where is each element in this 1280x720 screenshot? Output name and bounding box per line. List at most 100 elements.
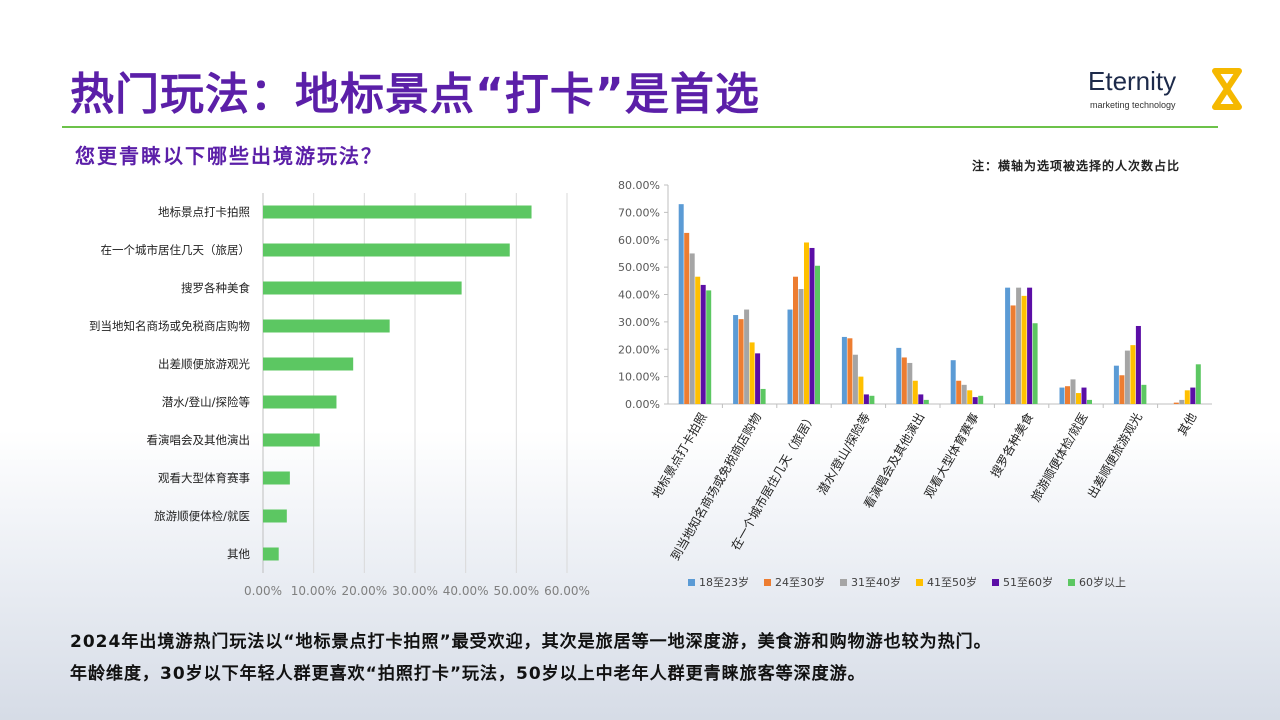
y-tick-label: 60.00%: [618, 234, 660, 247]
x-tick-label: 40.00%: [443, 584, 489, 598]
eternity-logo: Eternity marketing technology: [1088, 66, 1248, 114]
bar: [263, 509, 287, 523]
bar: [1005, 287, 1011, 404]
bar: [755, 353, 761, 404]
bar: [852, 354, 858, 404]
x-tick-label: 20.00%: [341, 584, 387, 598]
bar: [1113, 365, 1119, 404]
chart-note: 注：横轴为选项被选择的人次数占比: [972, 159, 1181, 173]
bar: [678, 204, 684, 404]
bar: [798, 289, 804, 404]
y-tick-label: 80.00%: [618, 179, 660, 192]
bar: [907, 362, 913, 404]
x-category-label: 观看大型体育赛事: [921, 410, 982, 501]
bar: [706, 290, 712, 404]
bar: [1124, 350, 1130, 404]
legend-label: 41至50岁: [927, 575, 977, 589]
legend-swatch: [840, 579, 847, 586]
bar: [263, 395, 337, 409]
survey-question: 您更青睐以下哪些出境游玩法？: [75, 144, 383, 168]
y-tick-label: 50.00%: [618, 261, 660, 274]
bar: [1027, 287, 1033, 404]
y-tick-label: 0.00%: [625, 398, 660, 411]
y-tick-label: 40.00%: [618, 289, 660, 302]
bar: [869, 395, 875, 404]
x-tick-label: 50.00%: [493, 584, 539, 598]
category-label: 到当地知名商场或免税商店购物: [89, 319, 250, 333]
bar: [847, 338, 853, 404]
bar: [787, 309, 793, 404]
background-mountains: [0, 430, 1280, 720]
bar: [1021, 295, 1027, 404]
category-label: 观看大型体育赛事: [158, 471, 250, 485]
x-category-label: 到当地知名商场或免税商店购物: [667, 410, 764, 563]
page-title: 热门玩法：地标景点“打卡”是首选: [70, 69, 760, 120]
bar: [733, 315, 739, 404]
bar: [263, 205, 532, 219]
category-label: 其他: [227, 547, 250, 561]
bar: [972, 397, 978, 404]
bar: [1087, 399, 1092, 404]
bar: [263, 471, 290, 485]
bar: [967, 390, 973, 404]
bar: [1135, 325, 1141, 404]
bar: [1010, 305, 1016, 404]
bar: [896, 347, 902, 404]
bar: [1190, 387, 1196, 404]
logo-tagline: marketing technology: [1090, 100, 1176, 110]
legend-swatch: [916, 579, 923, 586]
bar: [1076, 393, 1081, 404]
overall-bar-chart: 0.00% 10.00% 20.00% 30.00% 40.00% 50.00% 60.00…: [89, 193, 590, 598]
y-tick-label: 30.00%: [618, 316, 660, 329]
x-category-label: 搜罗各种美食: [987, 410, 1036, 480]
bar: [961, 384, 967, 404]
bar: [738, 319, 744, 404]
bar: [263, 547, 279, 561]
bar: [1065, 386, 1070, 404]
bar: [760, 388, 766, 404]
category-label: 出差顺便旅游观光: [158, 357, 250, 371]
hourglass-icon: [1212, 68, 1242, 110]
bar: [1016, 287, 1022, 404]
bar: [1141, 384, 1147, 404]
bar: [841, 336, 847, 404]
x-tick-label: 30.00%: [392, 584, 438, 598]
bar: [695, 276, 701, 404]
legend-swatch: [992, 579, 999, 586]
legend-label: 51至60岁: [1003, 575, 1053, 589]
x-category-label: 地标景点打卡拍照: [649, 410, 710, 501]
bar: [956, 380, 962, 404]
bar: [858, 376, 864, 404]
title-divider: [62, 126, 1218, 128]
category-label: 看演唱会及其他演出: [147, 433, 251, 447]
bar: [918, 394, 924, 404]
bar: [263, 281, 462, 295]
bar: [804, 242, 809, 404]
bar: [1130, 345, 1136, 404]
y-tick-label: 10.00%: [618, 371, 660, 384]
category-label: 搜罗各种美食: [181, 281, 250, 295]
bar: [1195, 364, 1201, 404]
bar: [263, 319, 390, 333]
y-tick-label: 70.00%: [618, 206, 660, 219]
age-group-bar-chart: 0.00% 10.00% 20.00% 30.00% 40.00% 50.00% 60.00…: [618, 179, 1212, 589]
bar: [815, 265, 820, 404]
category-label: 旅游顺便体检/就医: [154, 509, 250, 523]
bar: [978, 395, 984, 404]
summary-line-1: 2024年出境游热门玩法以“地标景点打卡拍照”最受欢迎，其次是旅居等一地深度游，…: [70, 632, 992, 652]
bar: [744, 309, 750, 404]
legend-swatch: [764, 579, 771, 586]
summary-text: 2024年出境游热门玩法以“地标景点打卡拍照”最受欢迎，其次是旅居等一地深度游，…: [70, 626, 1230, 690]
x-tick-label: 0.00%: [244, 584, 282, 598]
bar: [1070, 379, 1076, 404]
legend-label: 18至23岁: [699, 575, 749, 589]
x-category-label: 出差顺便旅游观光: [1085, 411, 1145, 501]
bar: [793, 276, 798, 404]
bar: [950, 360, 956, 404]
bar: [749, 342, 755, 404]
bar: [1179, 399, 1185, 404]
category-label: 地标景点打卡拍照: [158, 205, 250, 219]
bar: [1081, 387, 1087, 404]
bar: [912, 380, 918, 404]
legend-label: 60岁以上: [1079, 575, 1126, 589]
